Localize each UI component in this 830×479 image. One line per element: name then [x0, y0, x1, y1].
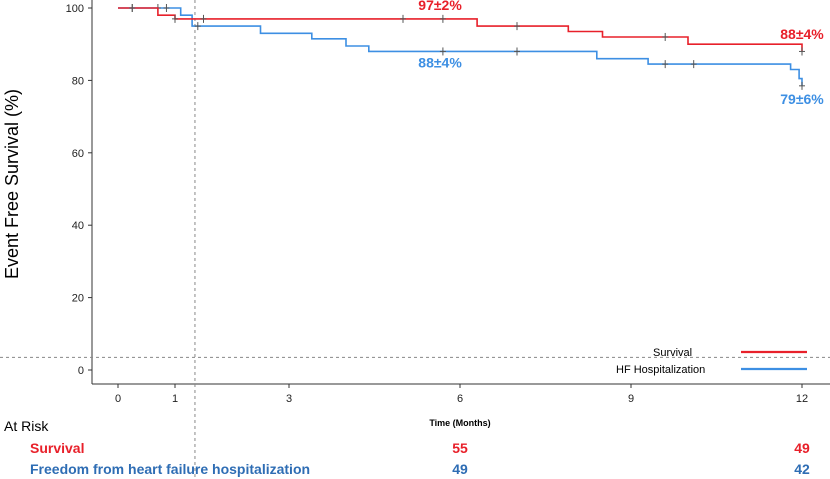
at-risk-label-hf: Freedom from heart failure hospitalizati…	[30, 461, 310, 477]
x-axis-ticks: 0 1 3 6 9 12	[115, 384, 808, 405]
plot-frame	[91, 0, 830, 385]
at-risk-value: 42	[794, 461, 810, 477]
annotation-label: 97±2%	[418, 0, 462, 13]
x-tick-label: 0	[115, 393, 121, 405]
annotation-label: 88±4%	[780, 26, 824, 42]
y-tick-label: 40	[72, 220, 84, 232]
x-tick-label: 1	[172, 393, 178, 405]
at-risk-values: 55 49 49 42	[452, 440, 810, 477]
y-axis-ticks: 0 20 40 60 80 100	[66, 3, 92, 377]
legend: Survival HF Hospitalization	[616, 347, 807, 376]
legend-label-hf-hospitalization: HF Hospitalization	[616, 364, 705, 376]
y-axis-label: Event Free Survival (%)	[2, 89, 22, 279]
at-risk-value: 49	[794, 440, 810, 456]
at-risk-value: 49	[452, 461, 468, 477]
y-tick-label: 80	[72, 75, 84, 87]
y-tick-label: 60	[72, 148, 84, 160]
y-tick-label: 20	[72, 293, 84, 305]
at-risk-label-survival: Survival	[30, 440, 84, 456]
x-tick-label: 6	[457, 393, 463, 405]
y-tick-label: 0	[78, 365, 84, 377]
at-risk-table: At Risk Survival Freedom from heart fail…	[4, 418, 810, 477]
at-risk-heading: At Risk	[4, 418, 49, 434]
x-tick-label: 12	[796, 393, 808, 405]
legend-label-survival: Survival	[653, 347, 692, 359]
annotation-label: 79±6%	[780, 91, 824, 107]
y-tick-label: 100	[66, 3, 84, 15]
series-line-survival	[118, 7, 803, 52]
x-tick-label: 9	[628, 393, 634, 405]
at-risk-value: 55	[452, 440, 468, 456]
series-line-hf-hospitalization	[118, 7, 803, 86]
annotation-label: 88±4%	[418, 55, 462, 71]
series-layer: 88±4% 79±6% 97±2% 88±4%	[118, 0, 824, 107]
x-tick-label: 3	[286, 393, 292, 405]
x-axis-label: Time (Months)	[429, 418, 490, 428]
